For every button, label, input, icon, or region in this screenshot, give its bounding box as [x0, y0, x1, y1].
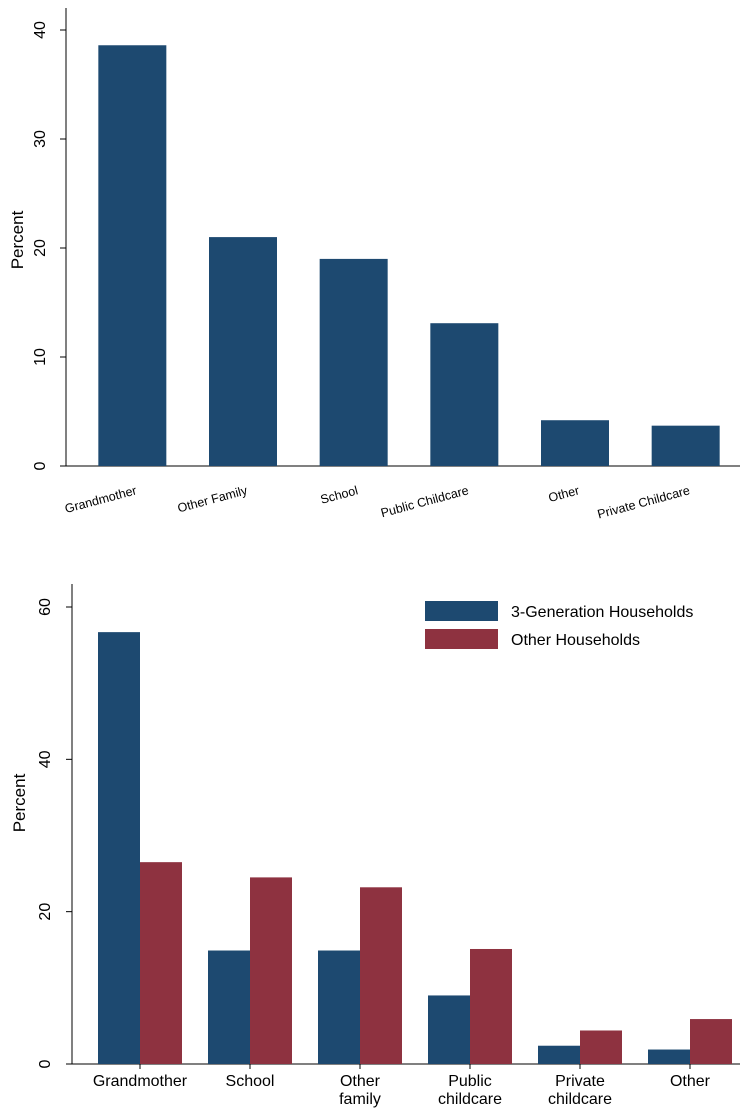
x-category-label: Other Family [176, 483, 249, 515]
bar [209, 237, 277, 466]
bar [319, 258, 388, 466]
bar-3gen [208, 950, 250, 1064]
bar-other [470, 948, 512, 1064]
legend-label: 3-Generation Households [511, 604, 693, 621]
y-tick-label: 10 [32, 348, 49, 366]
bar-3gen [648, 1049, 690, 1064]
x-category-label: Private Childcare [596, 483, 692, 521]
x-category-label: Grandmother [93, 1073, 188, 1090]
bar-3gen [428, 995, 470, 1064]
y-tick-label: 0 [37, 1059, 54, 1068]
x-category-label: Grandmother [63, 483, 138, 516]
x-category-label: Public Childcare [379, 483, 470, 520]
bar-3gen [318, 950, 360, 1064]
chart-top: 0 10 20 30 40 Percent Grandmother Other Family S… [8, 8, 740, 522]
y-tick-label: 40 [32, 21, 49, 39]
y-axis-label: Percent [10, 773, 29, 832]
x-category-label: Other [547, 483, 581, 505]
y-axis-label: Percent [8, 210, 27, 269]
legend-label: Other Households [511, 632, 640, 649]
x-category-label: childcare [548, 1091, 612, 1108]
bar-other [580, 1030, 622, 1064]
bar-other [140, 862, 182, 1064]
x-category-label: childcare [438, 1091, 502, 1108]
bar-other [690, 1019, 732, 1064]
x-category-label: Other [340, 1073, 381, 1090]
bar [651, 425, 720, 466]
bar-other [250, 877, 292, 1064]
y-tick-label: 30 [32, 130, 49, 148]
legend-swatch [425, 601, 498, 621]
y-tick-label: 20 [32, 239, 49, 257]
x-category-label: School [226, 1073, 275, 1090]
bar-other [360, 887, 402, 1064]
x-category-label: School [319, 483, 360, 506]
bar-3gen [98, 632, 140, 1064]
x-category-label: Other [670, 1073, 711, 1090]
y-tick-label: 40 [37, 750, 54, 768]
x-category-label: Private [555, 1073, 605, 1090]
legend-swatch [425, 629, 498, 649]
bar [541, 420, 609, 466]
bar [98, 45, 167, 466]
x-category-label: family [339, 1091, 381, 1108]
y-tick-label: 20 [37, 903, 54, 921]
bar-3gen [538, 1045, 580, 1064]
y-tick-label: 60 [37, 598, 54, 616]
x-category-label: Public [448, 1073, 492, 1090]
y-tick-label: 0 [32, 461, 49, 470]
bar [430, 323, 499, 466]
